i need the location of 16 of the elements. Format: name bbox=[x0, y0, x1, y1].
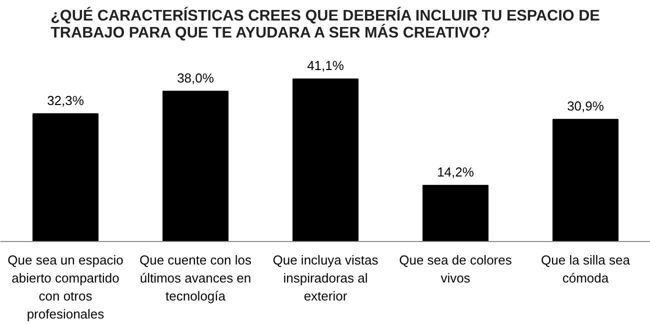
data-label: 30,9% bbox=[567, 98, 604, 114]
data-label: 14,2% bbox=[437, 164, 474, 180]
bar bbox=[32, 113, 98, 242]
x-tick-label: Que sea de colores vivos bbox=[399, 252, 512, 286]
bar bbox=[162, 90, 228, 242]
bar bbox=[292, 78, 358, 242]
data-label: 41,1% bbox=[307, 58, 344, 73]
bar bbox=[422, 184, 488, 242]
x-tick-label: Que incluya vistas inspiradoras al exterior bbox=[272, 252, 379, 304]
data-label: 38,0% bbox=[177, 70, 214, 86]
x-tick-label: Que sea un espacio abierto compartido con otros profesionales bbox=[8, 252, 124, 322]
bar bbox=[552, 118, 618, 242]
x-tick-label: Que cuente con los últimos avances en tecnología bbox=[139, 252, 252, 304]
x-tick-label: Que la silla sea cómoda bbox=[541, 252, 631, 286]
chart-title: ¿QUÉ CARACTERÍSTICAS CREES QUE DEBERÍA INCLUIR TU ESPACIO DE TRABAJO PARA QUE TE AYUDARA A SER MÁS CREATIVO? bbox=[50, 6, 600, 42]
data-label: 32,3% bbox=[47, 92, 84, 108]
